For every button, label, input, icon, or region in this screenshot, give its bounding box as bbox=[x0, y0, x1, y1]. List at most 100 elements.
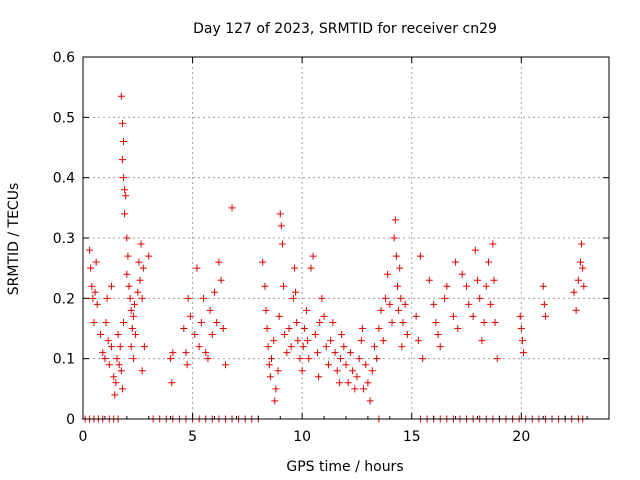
data-point bbox=[436, 343, 444, 351]
data-point bbox=[353, 373, 361, 381]
data-point bbox=[123, 234, 131, 242]
data-point bbox=[217, 276, 225, 284]
data-point bbox=[358, 325, 366, 332]
data-point bbox=[110, 373, 118, 381]
data-point bbox=[309, 252, 317, 260]
data-point bbox=[197, 318, 205, 326]
x-tick-label: 10 bbox=[293, 429, 311, 445]
data-point bbox=[112, 379, 120, 387]
data-point bbox=[200, 294, 208, 302]
data-point bbox=[346, 349, 354, 357]
data-point bbox=[518, 337, 526, 345]
data-point bbox=[265, 361, 273, 369]
data-point bbox=[111, 391, 119, 399]
data-point bbox=[135, 258, 143, 266]
x-tick-label: 0 bbox=[79, 429, 88, 445]
data-point bbox=[125, 282, 133, 290]
data-point bbox=[366, 397, 374, 405]
data-point bbox=[281, 331, 289, 339]
data-point bbox=[139, 264, 147, 272]
data-point bbox=[318, 294, 326, 302]
data-point bbox=[487, 300, 495, 308]
data-point bbox=[123, 270, 131, 278]
chart-title: Day 127 of 2023, SRMTID for receiver cn2… bbox=[193, 21, 497, 37]
y-tick-label: 0 bbox=[66, 412, 75, 428]
data-point bbox=[434, 331, 442, 339]
data-point bbox=[120, 174, 128, 182]
data-point bbox=[344, 379, 352, 387]
data-point bbox=[338, 331, 346, 339]
data-point bbox=[452, 258, 460, 266]
data-point bbox=[105, 361, 113, 369]
data-point bbox=[578, 240, 586, 248]
data-point bbox=[403, 331, 411, 339]
data-point bbox=[93, 300, 101, 308]
data-point bbox=[117, 367, 125, 375]
data-point bbox=[145, 252, 153, 260]
data-point bbox=[102, 318, 110, 326]
data-point bbox=[541, 312, 549, 320]
data-point bbox=[115, 361, 123, 369]
data-point bbox=[364, 379, 372, 387]
data-point bbox=[193, 264, 201, 272]
y-tick-label: 0.1 bbox=[53, 352, 75, 368]
data-point bbox=[471, 246, 479, 254]
data-point bbox=[262, 306, 270, 314]
y-tick-label: 0.3 bbox=[53, 231, 75, 247]
data-point bbox=[118, 156, 126, 164]
axis-ticks: 0 0.1 0.2 0.3 0.4 0.5 0.6 0 5 10 15 20 bbox=[53, 50, 609, 445]
data-point bbox=[90, 318, 98, 326]
data-point bbox=[277, 222, 285, 230]
data-point bbox=[373, 355, 381, 363]
data-point bbox=[107, 282, 115, 290]
data-point bbox=[480, 318, 488, 326]
data-point bbox=[579, 264, 587, 272]
y-tick-label: 0.2 bbox=[53, 291, 75, 307]
data-point bbox=[324, 361, 332, 369]
data-point bbox=[114, 331, 122, 339]
data-point bbox=[540, 300, 548, 308]
data-point bbox=[381, 294, 389, 302]
data-point bbox=[92, 258, 100, 266]
data-point bbox=[103, 294, 111, 302]
data-point bbox=[167, 355, 175, 363]
data-point bbox=[261, 282, 269, 290]
data-point bbox=[454, 325, 462, 332]
data-point bbox=[87, 264, 95, 272]
data-point bbox=[271, 397, 279, 405]
data-point bbox=[91, 288, 99, 296]
data-point bbox=[283, 349, 291, 357]
data-point bbox=[140, 343, 148, 351]
data-point bbox=[120, 318, 128, 326]
data-point bbox=[138, 294, 146, 302]
data-point bbox=[215, 258, 223, 266]
data-point bbox=[128, 325, 136, 332]
data-point bbox=[116, 343, 124, 351]
data-point bbox=[137, 240, 145, 248]
data-point bbox=[478, 337, 486, 345]
data-point bbox=[432, 318, 440, 326]
data-point bbox=[180, 325, 188, 332]
data-point bbox=[278, 240, 286, 248]
data-point bbox=[117, 92, 125, 100]
data-point bbox=[136, 276, 144, 284]
data-point bbox=[570, 288, 578, 296]
data-point bbox=[228, 204, 236, 212]
data-point bbox=[280, 282, 288, 290]
x-axis-label: GPS time / hours bbox=[286, 459, 403, 475]
data-point bbox=[360, 385, 368, 393]
data-point bbox=[401, 300, 409, 308]
data-point bbox=[430, 300, 438, 308]
data-point bbox=[184, 294, 192, 302]
data-point bbox=[311, 331, 319, 339]
data-point bbox=[121, 210, 129, 218]
data-point bbox=[370, 343, 378, 351]
data-point bbox=[580, 282, 588, 290]
data-point bbox=[221, 361, 229, 369]
data-point bbox=[491, 318, 499, 326]
data-point bbox=[316, 318, 324, 326]
data-point bbox=[208, 331, 216, 339]
data-point bbox=[391, 216, 399, 224]
data-point bbox=[104, 337, 112, 345]
data-point bbox=[118, 385, 126, 393]
